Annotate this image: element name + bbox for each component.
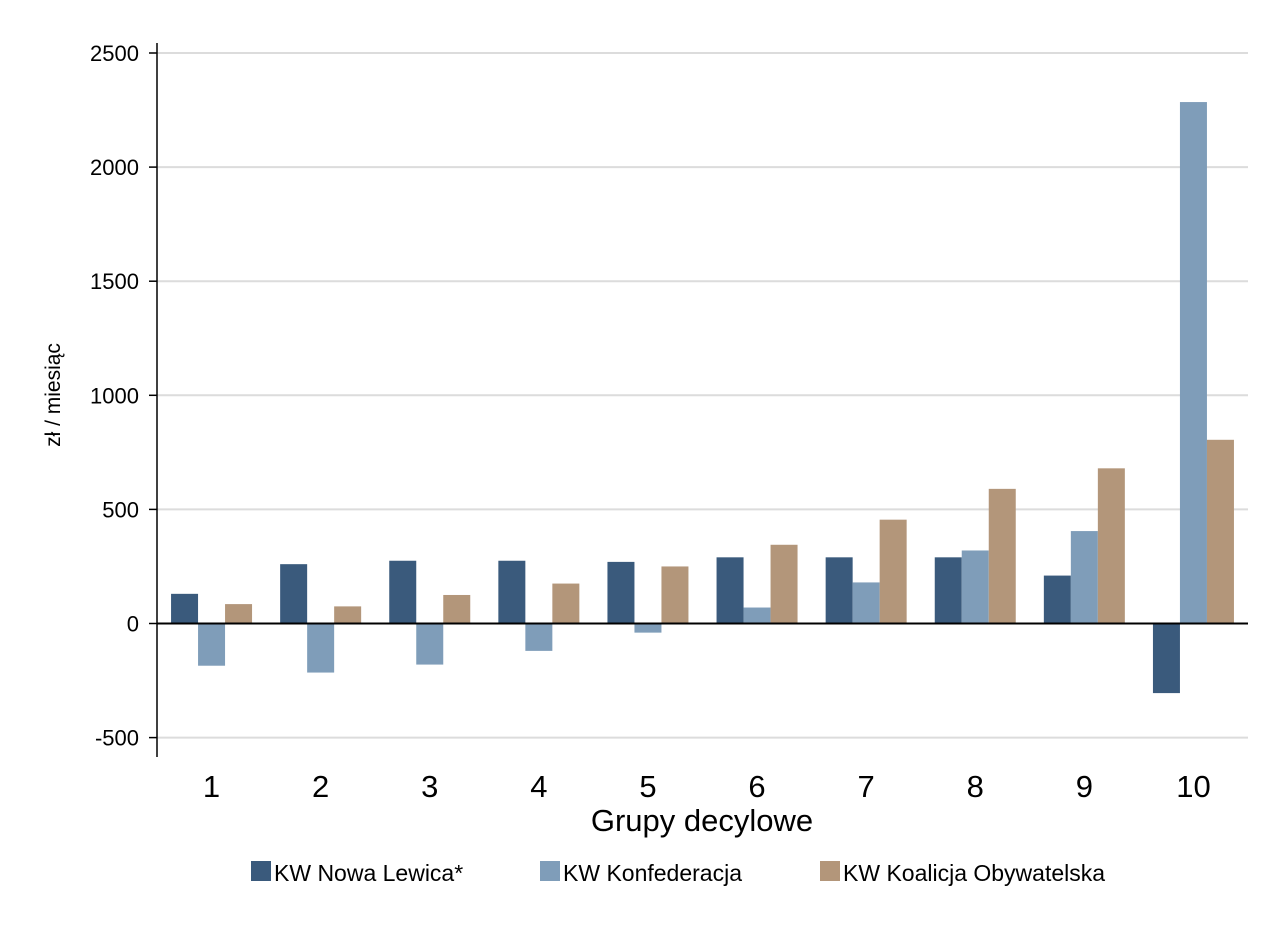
bar-10-series-1 [1152,623,1180,694]
bar-6-series-1 [716,557,744,624]
x-tick-label: 10 [1176,769,1210,804]
y-axis-title: zł / miesiąc [42,343,65,447]
bar-8-series-2 [961,550,989,624]
axes [156,43,1248,757]
legend-swatch-3 [820,861,840,881]
legend: KW Nowa Lewica* KW Konfederacja KW Koalicj… [251,860,1105,886]
bar-3-series-2 [416,623,444,665]
x-tick-label: 1 [203,769,220,804]
y-tick-label: 500 [102,497,139,522]
bar-1-series-1 [171,593,199,624]
bar-5-series-1 [607,561,635,624]
x-tick-label: 8 [967,769,984,804]
gridlines [157,52,1248,739]
bar-2-series-3 [334,606,362,624]
bar-2-series-1 [280,564,308,624]
x-tick-label: 3 [421,769,438,804]
y-tick-label: 2500 [90,41,139,66]
y-tick-label: -500 [95,726,139,751]
y-tick-label: 1000 [90,383,139,408]
bar-1-series-3 [225,604,253,624]
legend-label-3: KW Koalicja Obywatelska [843,860,1105,886]
legend-swatch-1 [251,861,271,881]
legend-swatch-2 [540,861,560,881]
x-axis-title: Grupy decylowe [591,803,813,838]
bar-6-series-2 [743,607,771,624]
legend-label-1: KW Nowa Lewica* [274,860,463,886]
bar-2-series-2 [307,623,335,673]
bar-10-series-2 [1179,102,1207,624]
bar-7-series-2 [852,582,880,624]
bar-7-series-3 [879,519,907,624]
x-ticks: 1 2 3 4 5 6 7 8 9 10 [203,769,1211,804]
bar-7-series-1 [825,557,853,624]
y-ticks: -500 0 500 1000 1500 2000 2500 [90,41,157,751]
x-tick-label: 9 [1076,769,1093,804]
bar-8-series-3 [988,488,1016,624]
bar-5-series-3 [661,566,689,624]
x-tick-label: 2 [312,769,329,804]
bar-6-series-3 [770,544,798,624]
bar-4-series-3 [552,583,580,624]
bar-1-series-2 [198,623,226,666]
bar-10-series-3 [1206,439,1234,624]
x-tick-label: 5 [639,769,656,804]
legend-label-2: KW Konfederacja [563,860,742,886]
bar-4-series-1 [498,560,526,624]
bar-9-series-2 [1070,531,1098,624]
y-tick-label: 2000 [90,155,139,180]
bar-9-series-1 [1043,575,1071,624]
bar-3-series-3 [443,594,471,624]
x-tick-label: 6 [748,769,765,804]
bar-5-series-2 [634,623,662,633]
bar-4-series-2 [525,623,553,651]
y-tick-label: 1500 [90,269,139,294]
bar-8-series-1 [934,557,962,624]
bar-9-series-3 [1097,468,1125,624]
y-tick-label: 0 [127,612,139,637]
bar-3-series-1 [389,560,417,624]
x-tick-label: 7 [858,769,875,804]
bars [171,102,1234,694]
x-tick-label: 4 [530,769,547,804]
